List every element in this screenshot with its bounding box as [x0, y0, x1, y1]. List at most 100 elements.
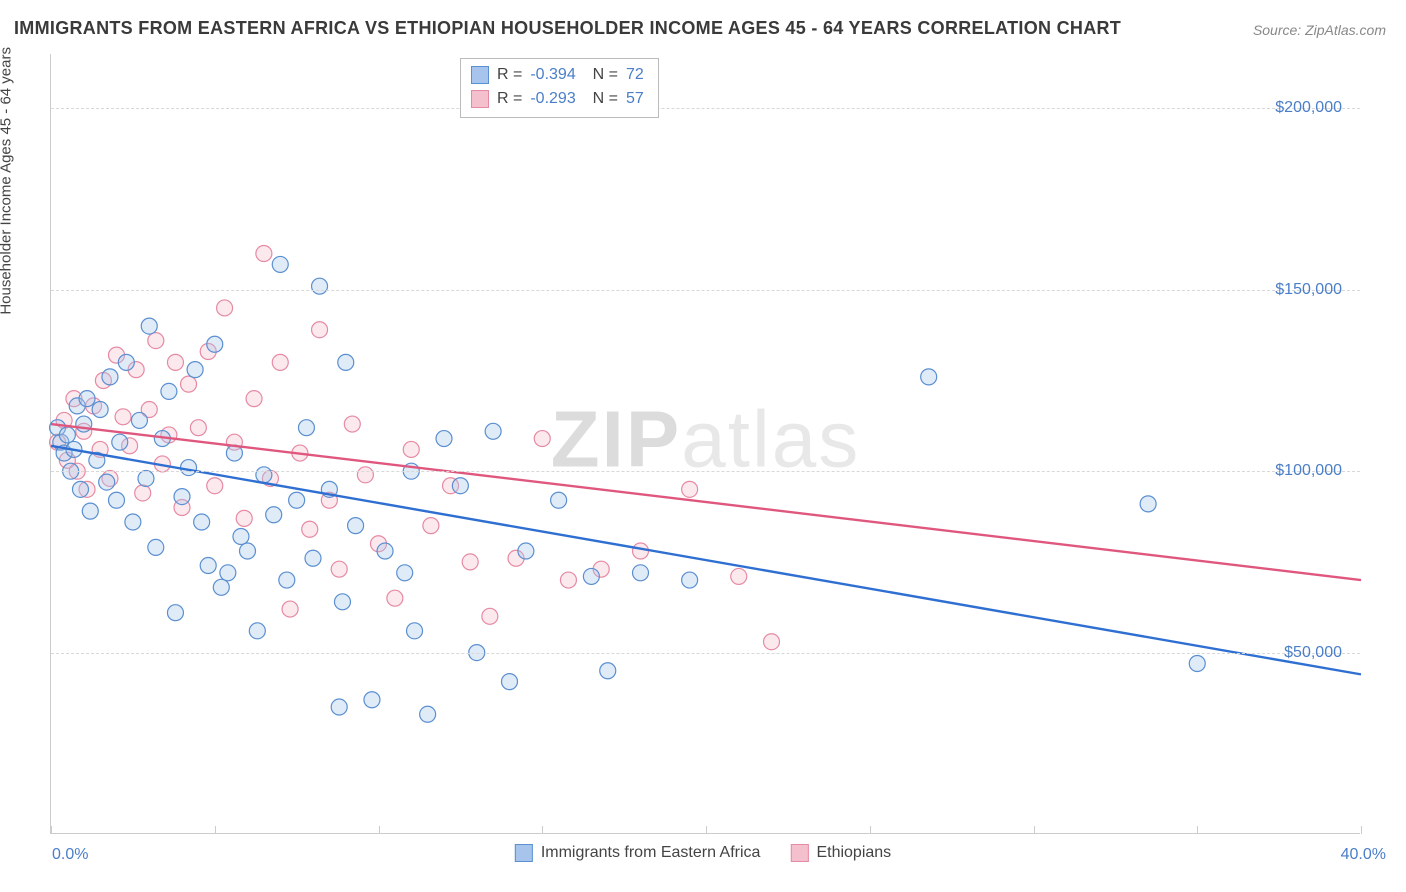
- swatch-pink-2: [790, 844, 808, 862]
- gridline: [51, 653, 1360, 654]
- data-point: [331, 699, 347, 715]
- data-point: [190, 420, 206, 436]
- data-point: [59, 427, 75, 443]
- data-point: [131, 412, 147, 428]
- x-tick: [1034, 826, 1035, 834]
- data-point: [1189, 655, 1205, 671]
- x-tick: [542, 826, 543, 834]
- data-point: [682, 481, 698, 497]
- data-point: [397, 565, 413, 581]
- data-point: [551, 492, 567, 508]
- data-point: [633, 565, 649, 581]
- bottom-legend: Immigrants from Eastern Africa Ethiopian…: [515, 844, 891, 862]
- data-point: [217, 300, 233, 316]
- data-point: [72, 481, 88, 497]
- data-point: [200, 558, 216, 574]
- y-tick-label: $50,000: [1284, 644, 1342, 662]
- data-point: [167, 605, 183, 621]
- data-point: [118, 354, 134, 370]
- y-tick-label: $150,000: [1275, 281, 1342, 299]
- data-point: [312, 322, 328, 338]
- chart-source: Source: ZipAtlas.com: [1253, 22, 1386, 38]
- data-point: [357, 467, 373, 483]
- data-point: [289, 492, 305, 508]
- data-point: [79, 391, 95, 407]
- data-point: [207, 336, 223, 352]
- data-point: [109, 492, 125, 508]
- data-point: [436, 431, 452, 447]
- data-point: [518, 543, 534, 559]
- data-point: [82, 503, 98, 519]
- data-point: [452, 478, 468, 494]
- x-tick: [870, 826, 871, 834]
- y-tick-label: $100,000: [1275, 462, 1342, 480]
- gridline: [51, 471, 1360, 472]
- data-point: [148, 333, 164, 349]
- legend-row-pink: R = -0.293 N = 57: [471, 87, 644, 111]
- swatch-blue: [471, 66, 489, 84]
- data-point: [181, 376, 197, 392]
- y-tick-label: $200,000: [1275, 99, 1342, 117]
- data-point: [207, 478, 223, 494]
- swatch-blue-2: [515, 844, 533, 862]
- x-tick: [379, 826, 380, 834]
- data-point: [731, 568, 747, 584]
- data-point: [115, 409, 131, 425]
- x-tick: [215, 826, 216, 834]
- x-tick-min: 0.0%: [52, 846, 88, 864]
- data-point: [148, 539, 164, 555]
- data-point: [502, 674, 518, 690]
- bottom-legend-blue: Immigrants from Eastern Africa: [515, 844, 761, 862]
- data-point: [682, 572, 698, 588]
- data-point: [266, 507, 282, 523]
- data-point: [298, 420, 314, 436]
- data-point: [233, 529, 249, 545]
- data-point: [338, 354, 354, 370]
- bottom-legend-pink: Ethiopians: [790, 844, 891, 862]
- x-tick: [1197, 826, 1198, 834]
- data-point: [279, 572, 295, 588]
- data-point: [99, 474, 115, 490]
- data-point: [403, 441, 419, 457]
- x-tick: [706, 826, 707, 834]
- data-point: [256, 467, 272, 483]
- data-point: [1140, 496, 1156, 512]
- gridline: [51, 290, 1360, 291]
- data-point: [344, 416, 360, 432]
- data-point: [348, 518, 364, 534]
- data-point: [272, 354, 288, 370]
- data-point: [331, 561, 347, 577]
- data-point: [167, 354, 183, 370]
- data-point: [141, 318, 157, 334]
- chart-container: IMMIGRANTS FROM EASTERN AFRICA VS ETHIOP…: [0, 0, 1406, 892]
- data-point: [92, 402, 108, 418]
- x-tick-max: 40.0%: [1341, 846, 1386, 864]
- x-tick: [1361, 826, 1362, 834]
- data-point: [125, 514, 141, 530]
- gridline: [51, 108, 1360, 109]
- data-point: [407, 623, 423, 639]
- regression-line: [51, 446, 1361, 675]
- data-point: [240, 543, 256, 559]
- data-point: [174, 489, 190, 505]
- data-point: [764, 634, 780, 650]
- plot-svg: [51, 54, 1360, 833]
- data-point: [420, 706, 436, 722]
- stats-legend: R = -0.394 N = 72 R = -0.293 N = 57: [460, 58, 659, 118]
- data-point: [112, 434, 128, 450]
- data-point: [161, 383, 177, 399]
- data-point: [256, 246, 272, 262]
- data-point: [462, 554, 478, 570]
- data-point: [600, 663, 616, 679]
- data-point: [633, 543, 649, 559]
- data-point: [135, 485, 151, 501]
- x-tick: [51, 826, 52, 834]
- swatch-pink: [471, 90, 489, 108]
- data-point: [560, 572, 576, 588]
- chart-title: IMMIGRANTS FROM EASTERN AFRICA VS ETHIOP…: [14, 18, 1121, 39]
- data-point: [364, 692, 380, 708]
- data-point: [282, 601, 298, 617]
- data-point: [249, 623, 265, 639]
- data-point: [272, 256, 288, 272]
- data-point: [187, 362, 203, 378]
